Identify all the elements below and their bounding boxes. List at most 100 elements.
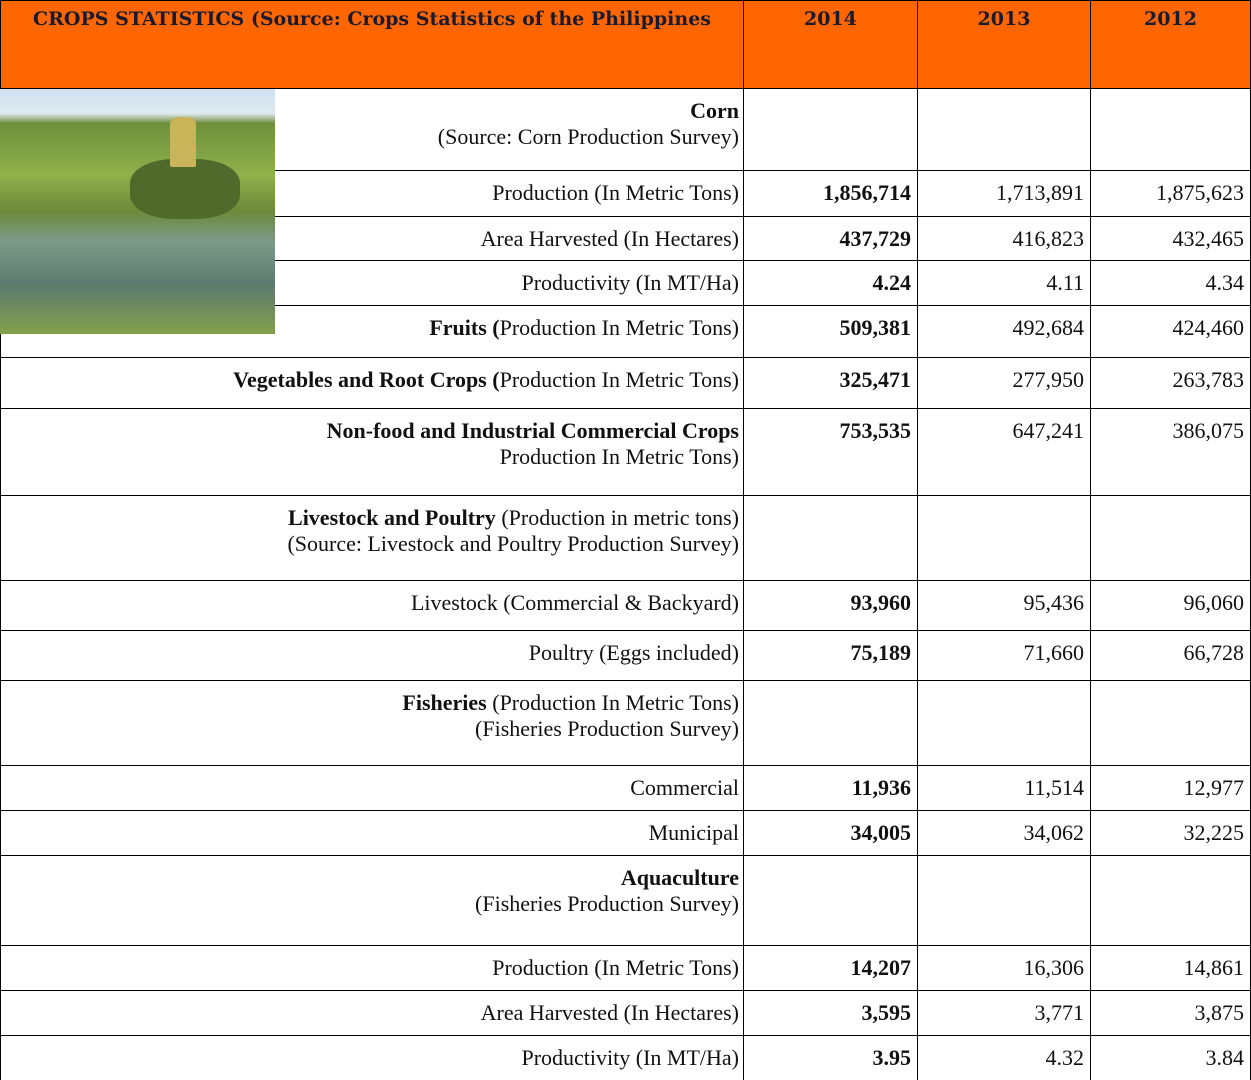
label-text: Municipal <box>649 820 739 845</box>
value-cell <box>1091 856 1251 946</box>
value-cell: 1,875,623 <box>1091 171 1251 217</box>
label-title: Livestock and Poultry <box>288 505 496 530</box>
label-title: Fisheries <box>402 690 486 715</box>
value-cell: 3,875 <box>1091 991 1251 1036</box>
value-cell: 34,062 <box>918 811 1091 856</box>
label-text: (Production in metric tons) <box>496 505 739 530</box>
value-cell: 509,381 <box>744 306 918 358</box>
year-header: 2014 <box>744 1 918 89</box>
label-text: Production (In Metric Tons) <box>492 955 739 980</box>
row-label: Production (In Metric Tons) <box>1 946 744 991</box>
value-cell: 4.11 <box>918 261 1091 306</box>
label-text: Production In Metric Tons) <box>500 315 739 340</box>
value-cell: 14,207 <box>744 946 918 991</box>
label-text: Productivity (In MT/Ha) <box>521 270 739 295</box>
year-header: 2012 <box>1091 1 1251 89</box>
row-label: Livestock and Poultry (Production in met… <box>1 496 744 581</box>
value-cell: 34,005 <box>744 811 918 856</box>
label-text: Area Harvested (In Hectares) <box>481 226 739 251</box>
row-label: Fisheries (Production In Metric Tons)(Fi… <box>1 681 744 766</box>
value-cell: 3.84 <box>1091 1036 1251 1080</box>
row-label: Aquaculture(Fisheries Production Survey) <box>1 856 744 946</box>
value-cell: 1,856,714 <box>744 171 918 217</box>
table-row: Non-food and Industrial Commercial Crops… <box>1 409 1251 496</box>
table-row: Livestock and Poultry (Production in met… <box>1 496 1251 581</box>
value-cell: 11,936 <box>744 766 918 811</box>
row-label: Poultry (Eggs included) <box>1 631 744 681</box>
value-cell: 386,075 <box>1091 409 1251 496</box>
value-cell: 416,823 <box>918 217 1091 261</box>
label-text: Area Harvested (In Hectares) <box>481 1000 739 1025</box>
value-cell <box>918 856 1091 946</box>
value-cell <box>744 496 918 581</box>
value-cell <box>1091 681 1251 766</box>
value-cell: 4.24 <box>744 261 918 306</box>
header-row: CROPS STATISTICS (Source: Crops Statisti… <box>1 1 1251 89</box>
value-cell: 325,471 <box>744 358 918 409</box>
value-cell: 3,771 <box>918 991 1091 1036</box>
label-text: (Production In Metric Tons) <box>487 690 739 715</box>
value-cell: 753,535 <box>744 409 918 496</box>
value-cell: 3,595 <box>744 991 918 1036</box>
row-label: Commercial <box>1 766 744 811</box>
value-cell: 4.32 <box>918 1036 1091 1080</box>
value-cell: 66,728 <box>1091 631 1251 681</box>
row-label: Livestock (Commercial & Backyard) <box>1 581 744 631</box>
label-subtitle: Production In Metric Tons) <box>500 444 739 469</box>
label-title: Non-food and Industrial Commercial Crops <box>327 418 739 443</box>
label-title: Fruits ( <box>429 315 499 340</box>
label-text: Productivity (In MT/Ha) <box>521 1045 739 1070</box>
label-text: Poultry (Eggs included) <box>529 640 739 665</box>
label-subtitle: (Source: Livestock and Poultry Productio… <box>287 531 739 556</box>
year-header: 2013 <box>918 1 1091 89</box>
value-cell: 1,713,891 <box>918 171 1091 217</box>
label-title: Aquaculture <box>621 865 739 890</box>
value-cell: 93,960 <box>744 581 918 631</box>
header-title: CROPS STATISTICS (Source: Crops Statisti… <box>1 1 744 89</box>
page: CROPS STATISTICS (Source: Crops Statisti… <box>0 0 1251 1080</box>
value-cell: 277,950 <box>918 358 1091 409</box>
row-label: Vegetables and Root Crops (Production In… <box>1 358 744 409</box>
label-subtitle: (Source: Corn Production Survey) <box>438 124 739 149</box>
table-row: Vegetables and Root Crops (Production In… <box>1 358 1251 409</box>
value-cell: 432,465 <box>1091 217 1251 261</box>
label-text: Commercial <box>630 775 739 800</box>
value-cell: 16,306 <box>918 946 1091 991</box>
value-cell <box>918 681 1091 766</box>
value-cell <box>744 89 918 171</box>
value-cell: 11,514 <box>918 766 1091 811</box>
table-row: Aquaculture(Fisheries Production Survey) <box>1 856 1251 946</box>
row-label: Non-food and Industrial Commercial Crops… <box>1 409 744 496</box>
value-cell: 437,729 <box>744 217 918 261</box>
value-cell <box>744 856 918 946</box>
value-cell: 95,436 <box>918 581 1091 631</box>
value-cell: 96,060 <box>1091 581 1251 631</box>
value-cell: 263,783 <box>1091 358 1251 409</box>
row-label: Productivity (In MT/Ha) <box>1 1036 744 1080</box>
value-cell: 424,460 <box>1091 306 1251 358</box>
value-cell <box>918 496 1091 581</box>
value-cell: 492,684 <box>918 306 1091 358</box>
rice-field-photo <box>0 89 275 334</box>
value-cell: 32,225 <box>1091 811 1251 856</box>
label-subtitle: (Fisheries Production Survey) <box>475 891 739 916</box>
row-label: Area Harvested (In Hectares) <box>1 991 744 1036</box>
value-cell <box>1091 89 1251 171</box>
value-cell: 12,977 <box>1091 766 1251 811</box>
table-row: Fisheries (Production In Metric Tons)(Fi… <box>1 681 1251 766</box>
value-cell: 14,861 <box>1091 946 1251 991</box>
label-title: Vegetables and Root Crops ( <box>233 367 499 392</box>
label-subtitle: (Fisheries Production Survey) <box>475 716 739 741</box>
label-text: Production (In Metric Tons) <box>492 180 739 205</box>
value-cell <box>918 89 1091 171</box>
value-cell: 3.95 <box>744 1036 918 1080</box>
value-cell: 75,189 <box>744 631 918 681</box>
value-cell: 71,660 <box>918 631 1091 681</box>
